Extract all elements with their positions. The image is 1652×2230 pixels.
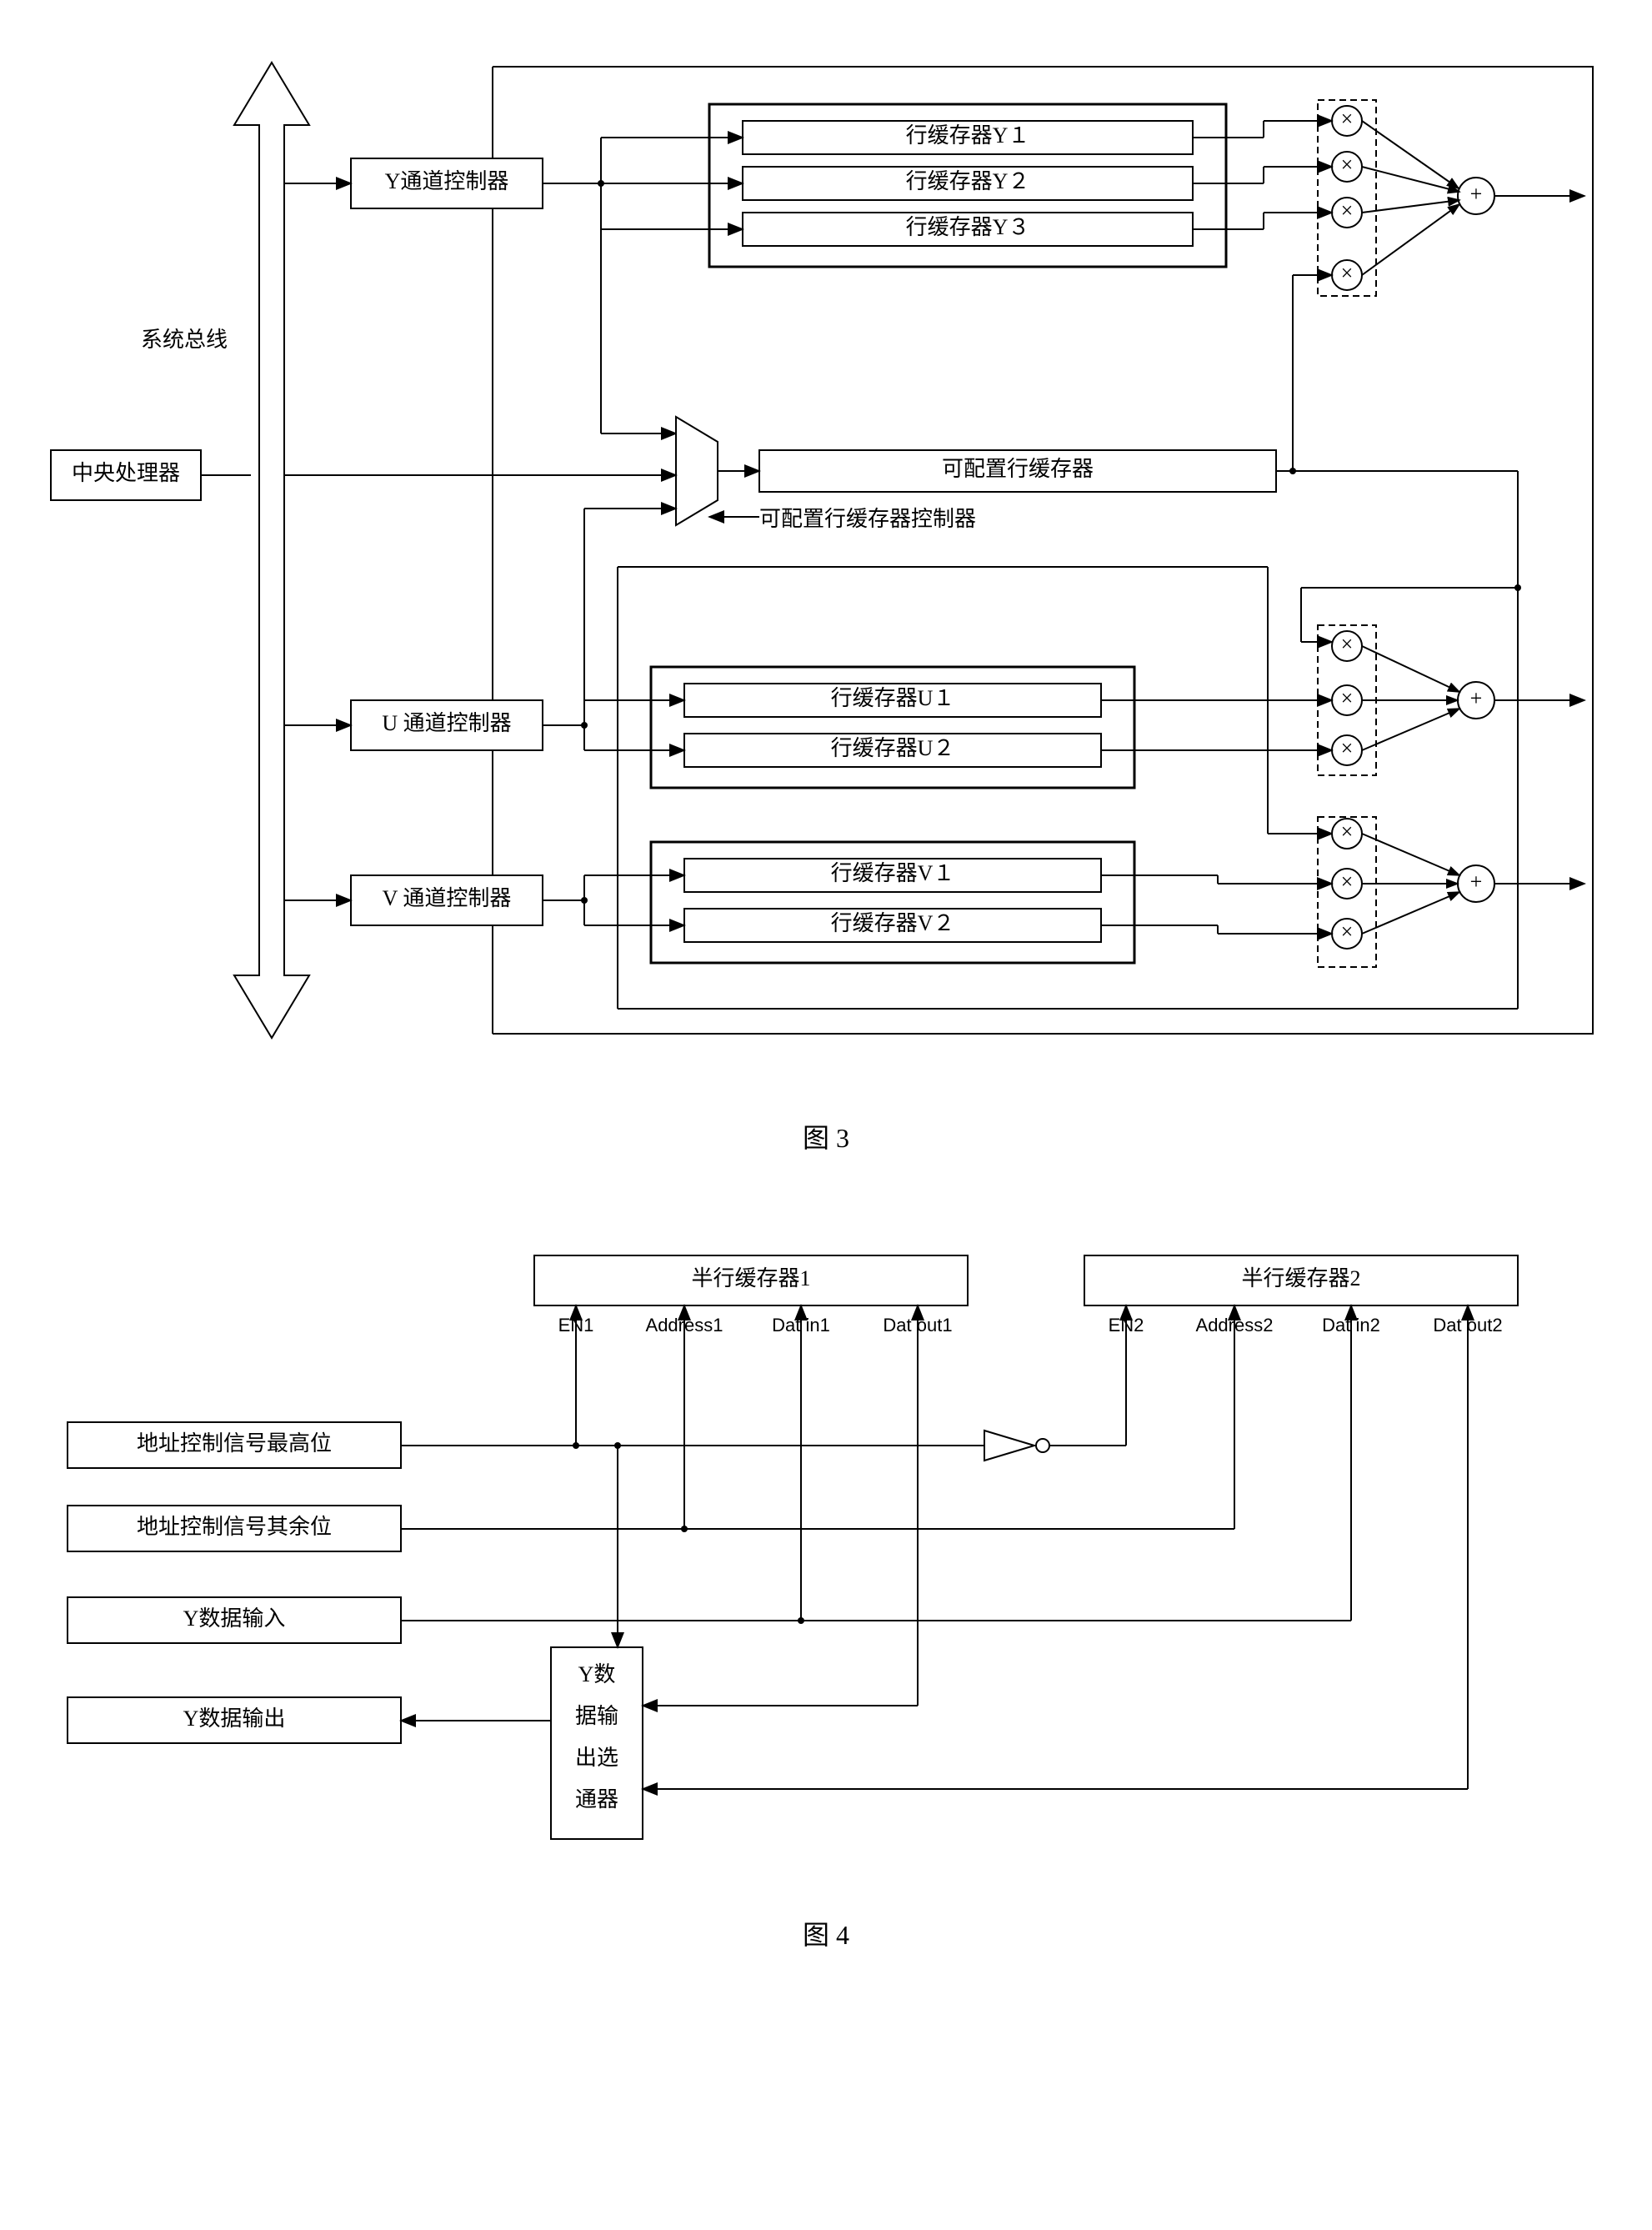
svg-text:Y数: Y数 (578, 1662, 616, 1686)
y-buf-to-mul (1193, 121, 1459, 275)
svg-text:×: × (1341, 198, 1354, 223)
cfg-buf-label: 可配置行缓存器 (942, 457, 1094, 481)
ubuf2-label: 行缓存器U２ (831, 736, 955, 760)
ybuf1-label: 行缓存器Y１ (906, 123, 1030, 148)
wire-addr-high (401, 1339, 1126, 1647)
wire-addr-rest (401, 1339, 1234, 1532)
inverter-icon (984, 1431, 1049, 1461)
svg-text:×: × (1341, 736, 1354, 760)
y-output-selector: Y数 据输 出选 通器 (551, 1647, 643, 1839)
u-buffer-group: 行缓存器U１ 行缓存器U２ (651, 667, 1134, 788)
svg-text:通器: 通器 (575, 1787, 618, 1812)
fig3-caption: 图 3 (34, 1117, 1618, 1155)
svg-text:×: × (1341, 632, 1354, 656)
svg-text:+: + (1470, 686, 1483, 710)
svg-text:×: × (1341, 261, 1354, 285)
half-buffer-1: 半行缓存器1 EN1 Address1 Dat in1 Dat out1 (534, 1255, 968, 1339)
y-buffer-group: 行缓存器Y１ 行缓存器Y２ 行缓存器Y３ (709, 104, 1226, 267)
wire-y-in (401, 1339, 1351, 1624)
v-ctrl-label: V 通道控制器 (383, 886, 512, 910)
signal-y-in: Y数据输入 (68, 1597, 401, 1643)
svg-text:出选: 出选 (575, 1746, 618, 1770)
wire-dat-out (643, 1339, 1468, 1789)
svg-text:×: × (1341, 819, 1354, 844)
cfg-ctrl-label: 可配置行缓存器控制器 (759, 507, 976, 531)
svg-text:+: + (1470, 182, 1483, 206)
u-mul-add: × × × + (1101, 625, 1584, 775)
v-channel-controller: V 通道控制器 (284, 875, 543, 925)
ybuf3-label: 行缓存器Y３ (906, 215, 1030, 239)
cfg-mux: 可配置行缓存器 可配置行缓存器控制器 (284, 417, 1276, 531)
svg-text:据输: 据输 (575, 1704, 618, 1728)
y-ctrl-label: Y通道控制器 (385, 169, 509, 193)
svg-text:地址控制信号最高位: 地址控制信号最高位 (137, 1431, 332, 1456)
svg-text:×: × (1341, 686, 1354, 710)
y-channel-controller: Y通道控制器 (284, 158, 543, 208)
cpu-label: 中央处理器 (72, 461, 180, 485)
svg-text:×: × (1341, 107, 1354, 131)
bus-label: 系统总线 (141, 328, 228, 352)
svg-text:×: × (1341, 153, 1354, 177)
half-buffer-2: 半行缓存器2 EN2 Address2 Dat in2 Dat out2 (1084, 1255, 1518, 1339)
vbuf2-label: 行缓存器V２ (831, 911, 955, 935)
ybuf2-label: 行缓存器Y２ (906, 169, 1030, 193)
svg-text:地址控制信号其余位: 地址控制信号其余位 (137, 1515, 332, 1539)
svg-text:×: × (1341, 869, 1354, 894)
svg-text:半行缓存器1: 半行缓存器1 (691, 1266, 810, 1290)
ubuf1-label: 行缓存器U１ (831, 686, 955, 710)
svg-text:+: + (1470, 869, 1483, 894)
system-bus: 系统总线 (141, 63, 309, 1038)
u-channel-controller: U 通道控制器 (284, 700, 543, 750)
vbuf1-label: 行缓存器V１ (831, 861, 955, 885)
figure-4: 半行缓存器1 EN1 Address1 Dat in1 Dat out1 半行缓… (34, 1222, 1618, 1872)
figure-3: 系统总线 中央处理器 Y通道控制器 行缓存器Y１ 行缓存器Y２ 行缓存器Y３ (34, 33, 1618, 1075)
svg-text:Y数据输入: Y数据输入 (183, 1606, 286, 1631)
svg-text:半行缓存器2: 半行缓存器2 (1241, 1266, 1360, 1290)
u-ctrl-label: U 通道控制器 (382, 711, 511, 735)
svg-text:×: × (1341, 920, 1354, 944)
cpu-block: 中央处理器 (51, 450, 251, 500)
v-buffer-group: 行缓存器V１ 行缓存器V２ (651, 842, 1134, 963)
signal-addr-rest: 地址控制信号其余位 (68, 1506, 401, 1551)
v-mul-add: × × × + (1101, 817, 1584, 967)
fig4-caption: 图 4 (34, 1914, 1618, 1952)
y-mul-add: × × × × + (1318, 100, 1584, 296)
signal-addr-high: 地址控制信号最高位 (68, 1422, 401, 1468)
svg-text:Y数据输出: Y数据输出 (183, 1706, 286, 1731)
signal-y-out: Y数据输出 (68, 1697, 401, 1743)
